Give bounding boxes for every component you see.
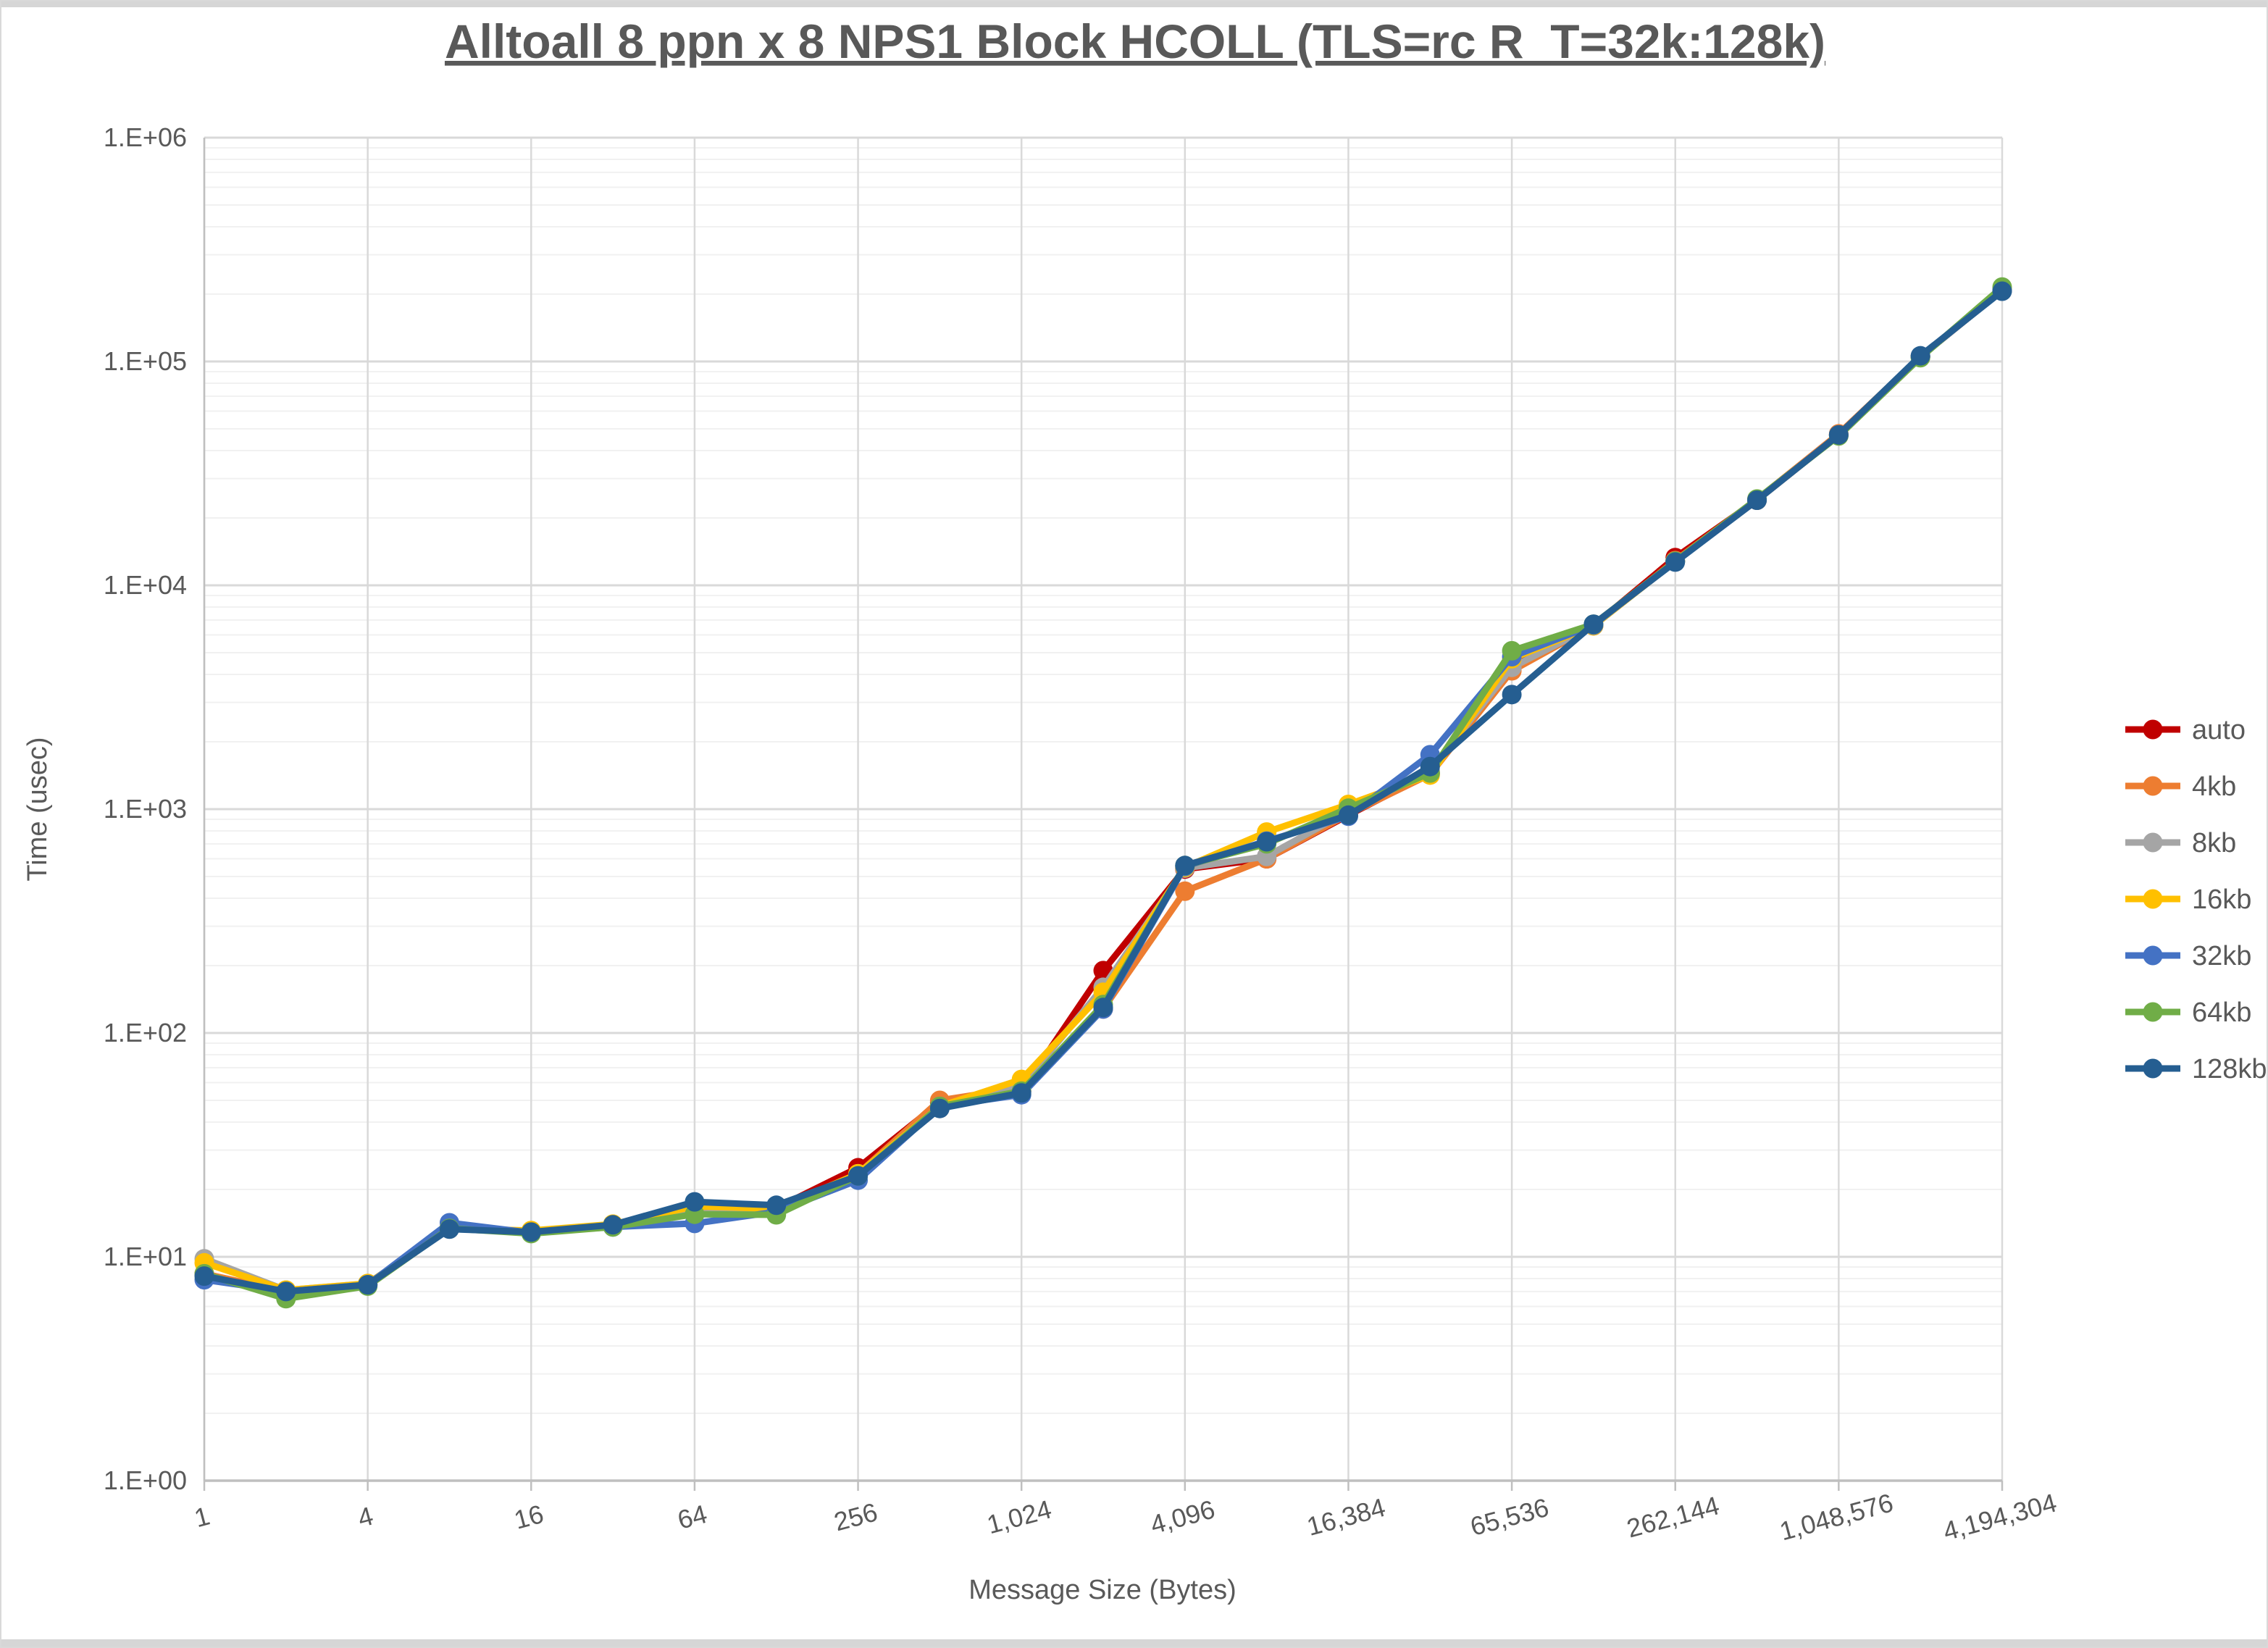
y-tick-label: 1.E+03 [104,794,187,824]
data-point-marker[interactable] [766,1195,787,1216]
legend-label: 4kb [2192,771,2236,802]
x-tick-label: 256 [831,1497,881,1536]
series-markers-32kb[interactable] [194,280,2012,1302]
data-point-marker[interactable] [276,1281,296,1302]
x-axis-tick-labels: 1 4 16 64 256 1,024 4,096 16,384 65,536 262,144 1,… [191,1487,2060,1546]
data-point-marker[interactable] [685,1192,705,1212]
data-point-marker[interactable] [1175,856,1195,876]
x-tick-label: 1 [191,1501,213,1534]
legend-label: 128kb [2192,1054,2267,1084]
axes [203,138,2004,1491]
legend-marker-sample [2143,945,2163,966]
data-point-marker[interactable] [1338,805,1358,825]
y-tick-label: 1.E+06 [104,122,187,152]
data-point-marker[interactable] [1665,552,1686,572]
data-point-marker[interactable] [1257,832,1277,852]
legend: auto 4kb 8kb 16kb 32kb 64kb 128kb [2125,715,2267,1084]
y-tick-label: 1.E+01 [104,1242,187,1271]
window-bottom-edge [1,1639,2267,1647]
data-point-marker[interactable] [521,1222,541,1242]
data-point-marker[interactable] [358,1275,378,1295]
x-tick-label: 16 [511,1499,546,1535]
x-tick-label: 4 [354,1501,376,1534]
legend-label: auto [2192,715,2246,745]
window-top-edge [1,1,2267,7]
gridlines [203,136,2004,1482]
y-tick-label: 1.E+00 [104,1465,187,1495]
series-line-8kb[interactable] [201,287,2006,1294]
legend-label: 64kb [2192,997,2251,1028]
data-point-marker[interactable] [1502,685,1522,705]
legend-item-128kb[interactable]: 128kb [2125,1054,2267,1084]
legend-item-4kb[interactable]: 4kb [2125,771,2236,802]
y-tick-label: 1.E+05 [104,346,187,376]
data-point-marker[interactable] [1011,1083,1032,1103]
legend-item-8kb[interactable]: 8kb [2125,828,2236,858]
data-point-marker[interactable] [1502,640,1522,661]
legend-marker-sample [2143,889,2163,909]
y-axis-tick-labels: 1.E+00 1.E+01 1.E+02 1.E+03 1.E+04 1.E+05 1.E+… [104,122,187,1495]
legend-label: 8kb [2192,828,2236,858]
x-axis-title: Message Size (Bytes) [968,1575,1236,1605]
legend-marker-sample [2143,1002,2163,1022]
series-markers-64kb[interactable] [194,277,2012,1309]
data-point-marker[interactable] [1093,997,1113,1018]
data-point-marker[interactable] [929,1098,950,1118]
y-tick-label: 1.E+02 [104,1018,187,1047]
legend-label: 32kb [2192,941,2251,971]
legend-item-32kb[interactable]: 32kb [2125,941,2251,971]
data-series [194,277,2012,1309]
series-markers-128kb[interactable] [194,281,2012,1302]
legend-marker-sample [2143,719,2163,740]
series-line-64kb[interactable] [201,283,2006,1302]
x-tick-label: 16,384 [1304,1492,1389,1542]
x-tick-label: 64 [674,1499,710,1535]
series-line-32kb[interactable] [201,287,2006,1295]
data-point-marker[interactable] [1828,424,1849,445]
x-tick-label: 1,024 [984,1494,1055,1539]
legend-item-auto[interactable]: auto [2125,715,2246,745]
data-point-marker[interactable] [848,1166,869,1186]
x-tick-label: 65,536 [1467,1492,1552,1542]
legend-item-16kb[interactable]: 16kb [2125,884,2251,915]
x-tick-label: 4,194,304 [1940,1487,2059,1546]
series-line-4kb[interactable] [201,287,2006,1295]
data-point-marker[interactable] [1420,756,1440,777]
data-point-marker[interactable] [1910,346,1930,366]
data-point-marker[interactable] [1583,614,1604,635]
x-tick-label: 1,048,576 [1776,1487,1896,1546]
data-point-marker[interactable] [439,1219,459,1239]
data-point-marker[interactable] [603,1215,623,1235]
x-tick-label: 4,096 [1147,1494,1218,1539]
legend-marker-sample [2143,832,2163,853]
legend-marker-sample [2143,776,2163,796]
series-line-128kb[interactable] [201,288,2006,1295]
series-markers-8kb[interactable] [194,280,2012,1300]
data-point-marker[interactable] [1747,490,1767,511]
series-line-auto[interactable] [201,287,2006,1297]
data-point-marker[interactable] [194,1266,214,1287]
series-line-16kb[interactable] [201,287,2006,1294]
data-point-marker[interactable] [1992,281,2012,301]
legend-item-64kb[interactable]: 64kb [2125,997,2251,1028]
chart-title: Alltoall 8 ppn x 8 NPS1 Block HCOLL (TLS… [445,14,1825,68]
legend-label: 16kb [2192,884,2251,915]
x-tick-label: 262,144 [1623,1490,1722,1543]
y-axis-title: Time (usec) [22,737,53,881]
series-markers-4kb[interactable] [194,280,2012,1302]
y-tick-label: 1.E+04 [104,570,187,600]
data-point-marker[interactable] [1175,881,1195,901]
series-markers-16kb[interactable] [194,280,2012,1300]
legend-marker-sample [2143,1058,2163,1079]
